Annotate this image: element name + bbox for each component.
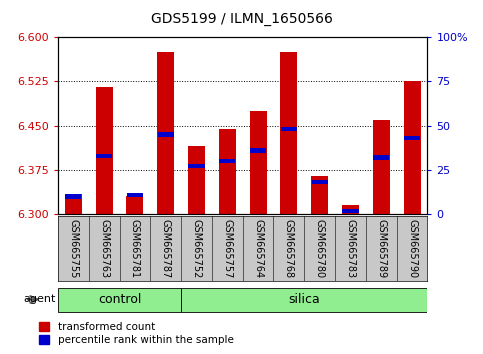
Text: GSM665764: GSM665764 bbox=[253, 219, 263, 278]
Text: GSM665752: GSM665752 bbox=[192, 219, 201, 279]
Bar bbox=[342, 209, 358, 213]
Bar bbox=[58, 288, 181, 312]
Bar bbox=[188, 146, 205, 214]
Bar bbox=[250, 111, 267, 214]
Bar bbox=[219, 129, 236, 214]
Bar bbox=[342, 205, 359, 214]
Bar bbox=[65, 194, 82, 199]
Bar bbox=[404, 81, 421, 214]
Text: GSM665780: GSM665780 bbox=[315, 219, 325, 278]
Bar bbox=[219, 159, 235, 163]
Text: control: control bbox=[98, 293, 141, 306]
Bar bbox=[250, 148, 266, 153]
Text: GSM665783: GSM665783 bbox=[345, 219, 355, 278]
Legend: transformed count, percentile rank within the sample: transformed count, percentile rank withi… bbox=[39, 322, 234, 345]
Bar bbox=[373, 120, 390, 214]
Bar bbox=[311, 176, 328, 214]
Text: GSM665763: GSM665763 bbox=[99, 219, 109, 278]
Bar bbox=[127, 196, 143, 214]
Bar bbox=[96, 87, 113, 214]
Text: GSM665787: GSM665787 bbox=[161, 219, 170, 279]
Text: GDS5199 / ILMN_1650566: GDS5199 / ILMN_1650566 bbox=[151, 12, 332, 27]
Bar bbox=[181, 288, 427, 312]
Bar bbox=[65, 194, 82, 214]
Bar bbox=[188, 164, 205, 169]
Text: agent: agent bbox=[23, 295, 56, 304]
Bar bbox=[404, 136, 420, 140]
Bar bbox=[96, 154, 112, 158]
Text: GSM665781: GSM665781 bbox=[130, 219, 140, 278]
Text: GSM665789: GSM665789 bbox=[376, 219, 386, 278]
Bar bbox=[157, 52, 174, 214]
Text: GSM665757: GSM665757 bbox=[222, 219, 232, 279]
Text: GSM665755: GSM665755 bbox=[69, 219, 78, 279]
Bar bbox=[312, 180, 328, 184]
Text: GSM665790: GSM665790 bbox=[407, 219, 417, 278]
Text: silica: silica bbox=[288, 293, 320, 306]
Bar bbox=[373, 155, 389, 160]
Bar bbox=[281, 52, 298, 214]
Bar bbox=[157, 132, 174, 137]
Bar bbox=[127, 193, 143, 197]
Text: GSM665768: GSM665768 bbox=[284, 219, 294, 278]
Bar bbox=[281, 127, 297, 131]
